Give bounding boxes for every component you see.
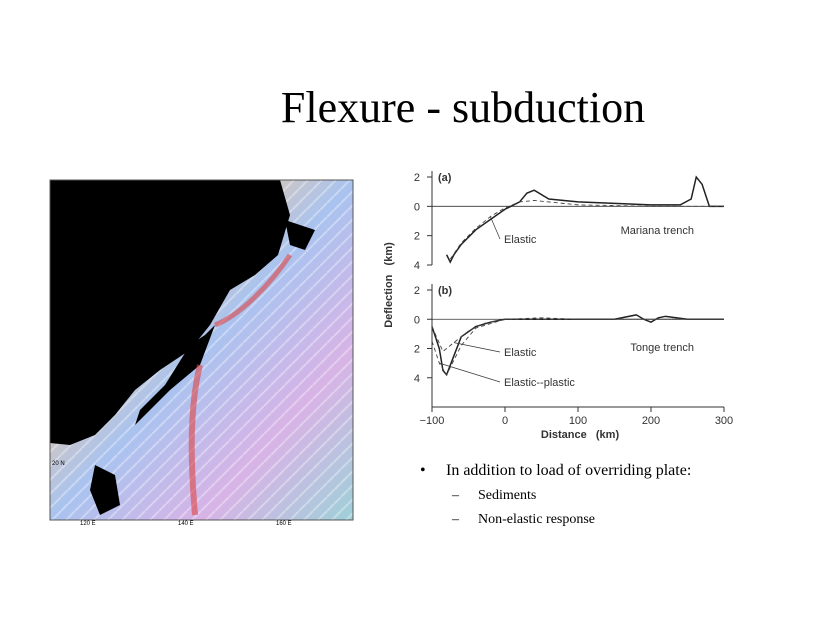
y-tick-label: 4 bbox=[414, 260, 420, 272]
y-tick-label: 2 bbox=[414, 285, 420, 297]
x-tick-label: 200 bbox=[642, 415, 660, 427]
series-line bbox=[449, 200, 724, 260]
kamchatka bbox=[285, 220, 315, 250]
lat-label: 20 N bbox=[52, 461, 65, 467]
y-tick-label: 4 bbox=[414, 373, 420, 385]
slide-title: Flexure - subduction bbox=[280, 83, 646, 132]
y-tick-label: 0 bbox=[414, 201, 420, 213]
sub-bullet: Sediments bbox=[420, 488, 691, 504]
panel-label: (b) bbox=[438, 285, 452, 297]
panel-label: (a) bbox=[438, 172, 452, 184]
lon-label: 140 E bbox=[178, 521, 194, 527]
sub-bullet: Non-elastic response bbox=[420, 512, 691, 528]
x-tick-label: 300 bbox=[715, 415, 733, 427]
series-label: Elastic--plastic bbox=[504, 377, 575, 389]
series-line bbox=[431, 317, 724, 353]
series-line bbox=[431, 318, 724, 376]
series-label: Elastic bbox=[504, 234, 537, 246]
y-tick-label: 2 bbox=[414, 172, 420, 184]
x-tick-label: 100 bbox=[569, 415, 587, 427]
x-tick-label: 0 bbox=[502, 415, 508, 427]
annotation-leader bbox=[453, 342, 501, 353]
japan bbox=[135, 325, 215, 425]
lat-label: 40 N bbox=[52, 376, 65, 382]
series-label: Elastic bbox=[504, 347, 537, 359]
trench bbox=[214, 253, 293, 328]
land bbox=[50, 180, 290, 445]
annotation: Tonge trench bbox=[630, 342, 694, 354]
lat-label: 50 N bbox=[52, 201, 65, 207]
bullets: In addition to load of overriding plate:… bbox=[420, 462, 691, 536]
lon-label: 160 E bbox=[276, 521, 292, 527]
x-tick-label: −100 bbox=[420, 415, 445, 427]
islands bbox=[90, 465, 120, 515]
map-frame bbox=[49, 179, 354, 521]
series-line bbox=[445, 175, 724, 264]
annotation: Mariana trench bbox=[621, 225, 694, 237]
bullet: In addition to load of overriding plate: bbox=[420, 462, 691, 480]
annotation-leader bbox=[439, 362, 501, 383]
y-tick-label: 2 bbox=[414, 231, 420, 243]
trench bbox=[188, 364, 203, 516]
y-tick-label: 2 bbox=[414, 344, 420, 356]
y-axis-label: Deflection (km) bbox=[383, 242, 395, 328]
map-figure: 50 N 40 N 20 N 120 E 140 E 160 E bbox=[49, 179, 354, 527]
y-tick-label: 0 bbox=[414, 314, 420, 326]
annotation-leader bbox=[490, 216, 501, 240]
lon-label: 120 E bbox=[80, 521, 96, 527]
x-axis-label: Distance (km) bbox=[541, 429, 620, 441]
